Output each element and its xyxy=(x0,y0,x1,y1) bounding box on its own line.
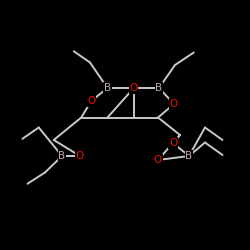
Text: O: O xyxy=(130,83,138,93)
Text: O: O xyxy=(154,155,162,165)
Text: B: B xyxy=(58,151,66,161)
Text: B: B xyxy=(186,151,192,161)
Text: O: O xyxy=(169,138,177,148)
Text: O: O xyxy=(170,99,178,109)
Text: B: B xyxy=(104,83,111,93)
Text: O: O xyxy=(76,151,84,161)
Text: O: O xyxy=(87,96,96,106)
Text: B: B xyxy=(156,83,162,93)
